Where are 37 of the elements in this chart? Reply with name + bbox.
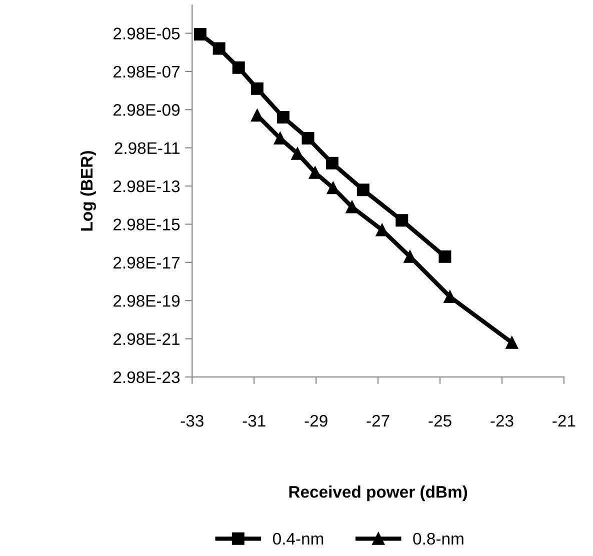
y-tick-label: 2.98E-19 bbox=[114, 294, 180, 307]
x-tick-label: -29 bbox=[304, 414, 328, 427]
y-tick-label: 2.98E-21 bbox=[114, 333, 180, 345]
x-tick-label: -31 bbox=[242, 414, 266, 427]
y-tick-label: 2.98E-07 bbox=[114, 66, 180, 78]
x-axis-title: Received power (dBm) bbox=[289, 486, 468, 502]
y-tick-label: 2.98E-05 bbox=[114, 28, 180, 40]
y-tick-label: 2.98E-23 bbox=[114, 371, 180, 384]
y-axis-title: Log (BER) bbox=[80, 151, 96, 231]
point bbox=[232, 61, 245, 74]
point bbox=[302, 132, 314, 145]
point bbox=[506, 336, 518, 349]
point bbox=[212, 42, 226, 55]
point bbox=[250, 109, 264, 122]
x-tick-label: -33 bbox=[180, 414, 204, 427]
point bbox=[276, 111, 290, 124]
point bbox=[346, 200, 358, 214]
y-tick-label: 2.98E-11 bbox=[114, 142, 180, 154]
x-tick-label: -27 bbox=[366, 414, 390, 427]
x-tick-label: -23 bbox=[490, 414, 514, 427]
point bbox=[250, 82, 264, 95]
point bbox=[194, 28, 206, 40]
y-tick-label: 2.98E-17 bbox=[114, 256, 180, 269]
x-tick-label: -25 bbox=[428, 414, 452, 427]
point bbox=[438, 250, 452, 263]
point bbox=[444, 290, 456, 304]
y-tick-label: 2.98E-09 bbox=[114, 104, 180, 116]
y-tick-label: 2.98E-13 bbox=[114, 180, 180, 192]
point bbox=[326, 156, 338, 170]
point bbox=[326, 182, 340, 194]
legend-label: 0.4-nm bbox=[272, 532, 324, 545]
y-tick-label: 2.98E-15 bbox=[114, 218, 180, 230]
legend-label: 0.8-nm bbox=[413, 532, 464, 545]
point bbox=[291, 147, 304, 160]
point bbox=[356, 184, 370, 196]
x-tick-label: -21 bbox=[552, 414, 576, 427]
point bbox=[396, 214, 408, 227]
